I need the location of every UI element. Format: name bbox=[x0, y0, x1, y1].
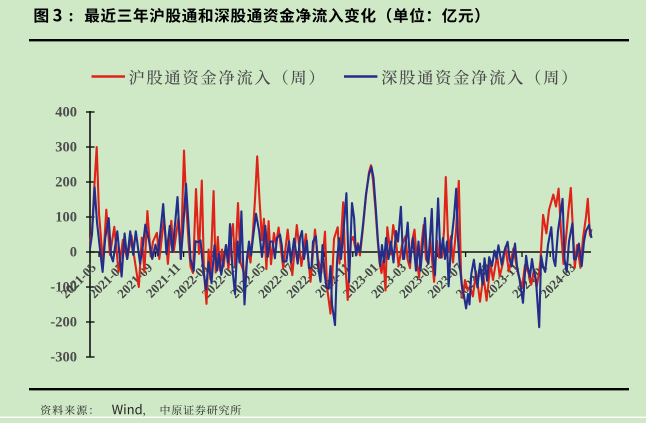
svg-text:0: 0 bbox=[70, 245, 77, 261]
svg-text:-200: -200 bbox=[50, 315, 77, 331]
svg-text:400: 400 bbox=[55, 105, 77, 121]
svg-text:-100: -100 bbox=[50, 280, 77, 296]
svg-text:100: 100 bbox=[55, 210, 77, 226]
svg-text:300: 300 bbox=[55, 140, 77, 156]
svg-text:200: 200 bbox=[55, 175, 77, 191]
svg-text:-300: -300 bbox=[50, 350, 77, 366]
